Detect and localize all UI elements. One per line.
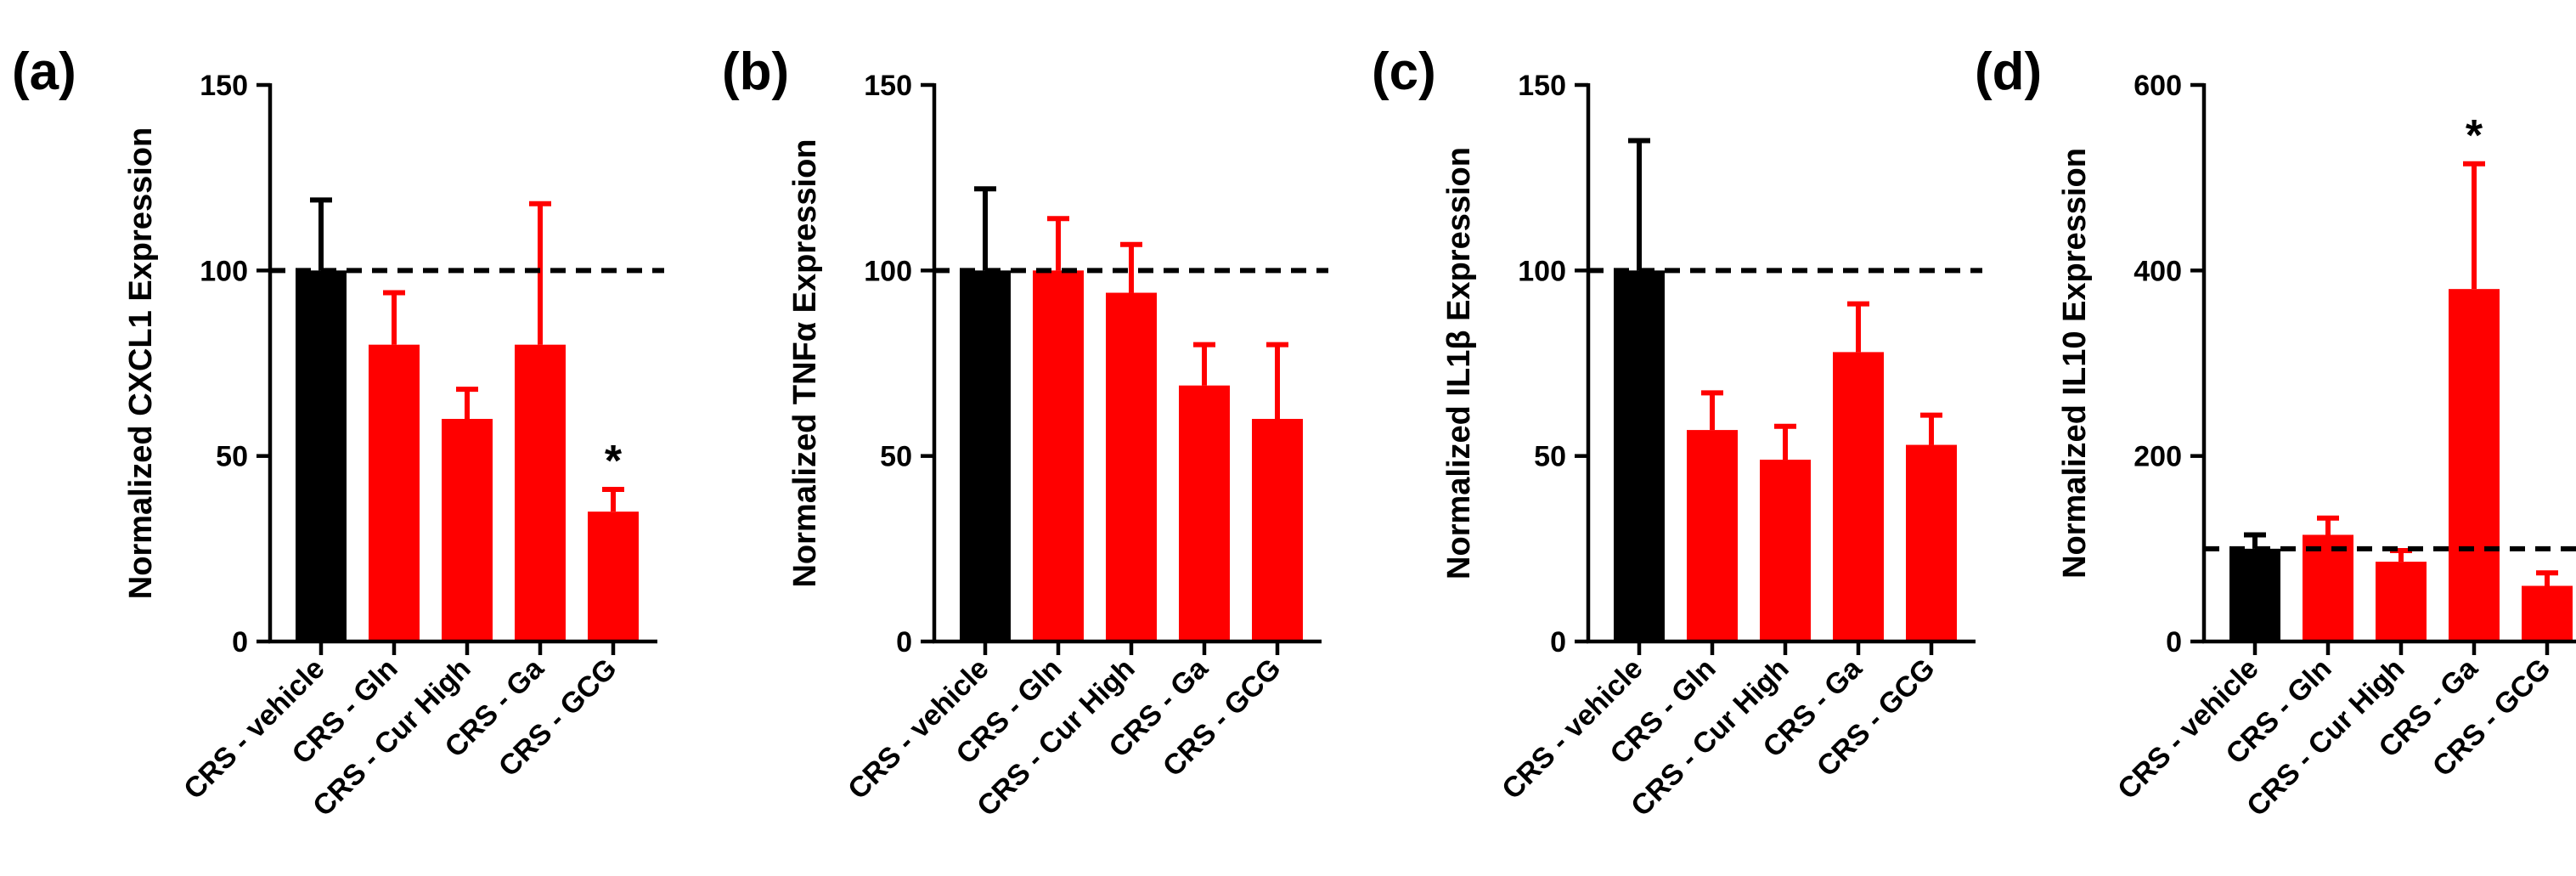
y-tick-label: 0 xyxy=(2166,626,2182,658)
bar xyxy=(1033,270,1084,641)
error-bar xyxy=(602,486,624,512)
bar xyxy=(369,344,420,641)
bar xyxy=(1106,292,1157,641)
error-bar xyxy=(974,186,996,271)
y-tick-label: 50 xyxy=(880,441,912,473)
y-tick-label: 150 xyxy=(200,70,248,102)
y-axis-title: Normalized CXCL1 Expression xyxy=(123,127,159,599)
error-bar xyxy=(1120,241,1142,293)
bar xyxy=(515,344,566,641)
bar xyxy=(2303,534,2353,641)
y-tick-label: 0 xyxy=(896,626,912,658)
bar xyxy=(1252,419,1303,641)
error-bar xyxy=(1920,412,1942,445)
bar xyxy=(1179,385,1230,641)
panel-label: (c) xyxy=(1372,42,1436,101)
y-tick-label: 600 xyxy=(2134,70,2182,102)
significance-mark: * xyxy=(605,437,623,486)
y-tick-label: 200 xyxy=(2134,441,2182,473)
error-bar xyxy=(1266,342,1288,419)
bar xyxy=(1687,430,1738,641)
y-tick-label: 100 xyxy=(200,255,248,287)
error-bar xyxy=(383,290,405,345)
bar xyxy=(1614,270,1665,641)
panel-label: (b) xyxy=(722,42,789,101)
panel-label: (d) xyxy=(1975,42,2042,101)
error-bar xyxy=(1847,301,1869,353)
error-bar xyxy=(529,201,551,345)
error-bar xyxy=(1628,138,1650,271)
error-bar xyxy=(2536,570,2558,586)
y-tick-label: 100 xyxy=(1518,255,1566,287)
y-axis-title: Normalized TNFα Expression xyxy=(787,138,823,587)
bar xyxy=(960,270,1011,641)
error-bar xyxy=(2463,161,2485,290)
error-bar xyxy=(310,197,332,271)
bar xyxy=(1906,444,1957,641)
y-tick-label: 400 xyxy=(2134,255,2182,287)
error-bar xyxy=(1193,342,1215,386)
y-tick-label: 150 xyxy=(1518,70,1566,102)
error-bar xyxy=(1774,423,1796,461)
error-bar xyxy=(1047,216,1069,271)
error-bar xyxy=(456,387,478,419)
y-tick-label: 50 xyxy=(216,441,248,473)
significance-mark: * xyxy=(2466,111,2483,161)
y-tick-label: 50 xyxy=(1534,441,1566,473)
y-axis-title: Normalized IL10 Expression xyxy=(2057,148,2093,579)
bar xyxy=(2376,562,2427,641)
error-bar xyxy=(2390,548,2412,562)
error-bar xyxy=(2317,515,2339,535)
y-axis-title: Normalized IL1β Expression xyxy=(1441,147,1477,579)
bar xyxy=(296,270,347,641)
bar xyxy=(2522,585,2573,641)
bar xyxy=(1833,352,1884,641)
bar xyxy=(2449,289,2500,641)
y-tick-label: 0 xyxy=(232,626,248,658)
y-tick-label: 150 xyxy=(864,70,912,102)
bar xyxy=(588,511,639,641)
y-tick-label: 100 xyxy=(864,255,912,287)
bar xyxy=(442,419,493,641)
bar xyxy=(2229,548,2280,641)
bar xyxy=(1760,460,1811,641)
error-bar xyxy=(1701,390,1723,431)
panel-label: (a) xyxy=(12,42,76,101)
y-tick-label: 0 xyxy=(1550,626,1566,658)
